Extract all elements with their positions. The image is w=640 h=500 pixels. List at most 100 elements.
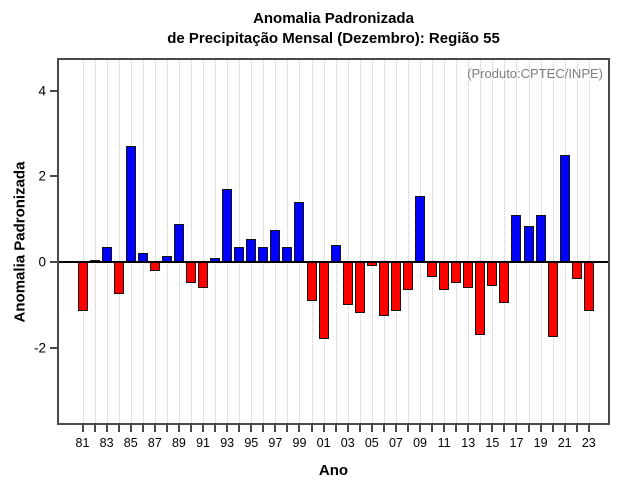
- x-tick-label: 21: [557, 436, 572, 450]
- bar-16: [499, 262, 510, 303]
- x-tick: [238, 425, 241, 432]
- x-tick: [503, 425, 506, 432]
- gridline: [263, 60, 265, 423]
- gridline: [287, 60, 289, 423]
- gridline: [456, 60, 458, 423]
- gridline: [118, 60, 120, 423]
- x-tick: [189, 425, 192, 432]
- x-tick: [117, 425, 120, 432]
- x-tick: [515, 425, 518, 432]
- x-tick-label: 09: [413, 436, 427, 450]
- bar-06: [378, 262, 389, 316]
- x-tick: [406, 425, 409, 432]
- bar-14: [475, 262, 486, 335]
- gridline: [480, 60, 482, 423]
- x-tick: [226, 425, 229, 432]
- x-tick-label: 01: [316, 436, 331, 450]
- x-tick: [394, 425, 397, 432]
- x-tick: [298, 425, 301, 432]
- plot-area: [57, 58, 610, 425]
- x-tick: [105, 425, 108, 432]
- bar-89: [173, 223, 184, 263]
- y-axis-label: Anomalia Padronizada: [11, 161, 29, 323]
- x-tick: [165, 425, 168, 432]
- bar-20: [547, 262, 558, 337]
- x-tick: [358, 425, 361, 432]
- y-tick-label: -2: [33, 340, 46, 356]
- x-tick-label: 83: [99, 436, 114, 450]
- x-tick: [539, 425, 542, 432]
- x-tick: [431, 425, 434, 432]
- x-tick: [214, 425, 217, 432]
- x-tick-label: 19: [533, 436, 548, 450]
- bar-18: [523, 225, 534, 263]
- bar-07: [390, 262, 401, 312]
- gridline: [407, 60, 409, 423]
- bar-94: [234, 247, 245, 263]
- x-tick: [491, 425, 494, 432]
- x-tick-label: 15: [485, 436, 500, 450]
- gridline: [311, 60, 313, 423]
- bar-13: [463, 262, 474, 288]
- x-tick: [346, 425, 349, 432]
- y-tick-label: 0: [38, 254, 46, 270]
- bar-11: [439, 262, 450, 290]
- x-tick-label: 97: [268, 436, 283, 450]
- x-tick: [334, 425, 337, 432]
- x-tick: [443, 425, 446, 432]
- gridline: [576, 60, 578, 423]
- bar-04: [354, 262, 365, 314]
- bar-87: [149, 262, 160, 271]
- x-tick: [81, 425, 84, 432]
- bar-98: [282, 247, 293, 263]
- bar-10: [427, 262, 438, 278]
- x-tick-label: 91: [196, 436, 210, 450]
- y-tick: [50, 261, 57, 264]
- gridline: [504, 60, 506, 423]
- x-tick: [382, 425, 385, 432]
- x-tick-label: 23: [581, 436, 596, 450]
- y-tick-label: 4: [38, 83, 46, 99]
- gridline: [203, 60, 205, 423]
- x-tick-label: 85: [123, 436, 138, 450]
- bar-84: [113, 262, 124, 295]
- x-axis-label: Ano: [318, 462, 349, 479]
- x-tick: [250, 425, 253, 432]
- x-tick: [419, 425, 422, 432]
- x-tick: [310, 425, 313, 432]
- x-tick-label: 81: [75, 436, 90, 450]
- x-tick: [202, 425, 205, 432]
- x-tick: [455, 425, 458, 432]
- gridline: [239, 60, 241, 423]
- y-tick: [50, 175, 57, 178]
- bar-08: [402, 262, 413, 290]
- bar-02: [330, 244, 341, 263]
- y-tick-label: 2: [38, 168, 46, 184]
- x-tick: [551, 425, 554, 432]
- x-tick-label: 99: [292, 436, 307, 450]
- gridline: [94, 60, 96, 423]
- gridline: [371, 60, 373, 423]
- gridline: [190, 60, 192, 423]
- x-tick-label: 11: [437, 436, 451, 450]
- x-tick: [563, 425, 566, 432]
- bar-95: [246, 238, 257, 263]
- x-tick-label: 05: [364, 436, 379, 450]
- chart-title: Anomalia Padronizada de Precipitação Men…: [57, 9, 610, 49]
- x-tick: [527, 425, 530, 432]
- bar-15: [487, 262, 498, 286]
- bar-23: [583, 262, 594, 312]
- x-tick: [274, 425, 277, 432]
- bar-19: [535, 214, 546, 263]
- gridline: [142, 60, 144, 423]
- gridline: [82, 60, 84, 423]
- x-tick-label: 03: [340, 436, 355, 450]
- x-tick: [129, 425, 132, 432]
- x-tick-label: 13: [461, 436, 476, 450]
- x-tick: [141, 425, 144, 432]
- chart-title-line2: de Precipitação Mensal (Dezembro): Regiã…: [167, 30, 500, 47]
- gridline: [166, 60, 168, 423]
- gridline: [552, 60, 554, 423]
- y-tick: [50, 89, 57, 92]
